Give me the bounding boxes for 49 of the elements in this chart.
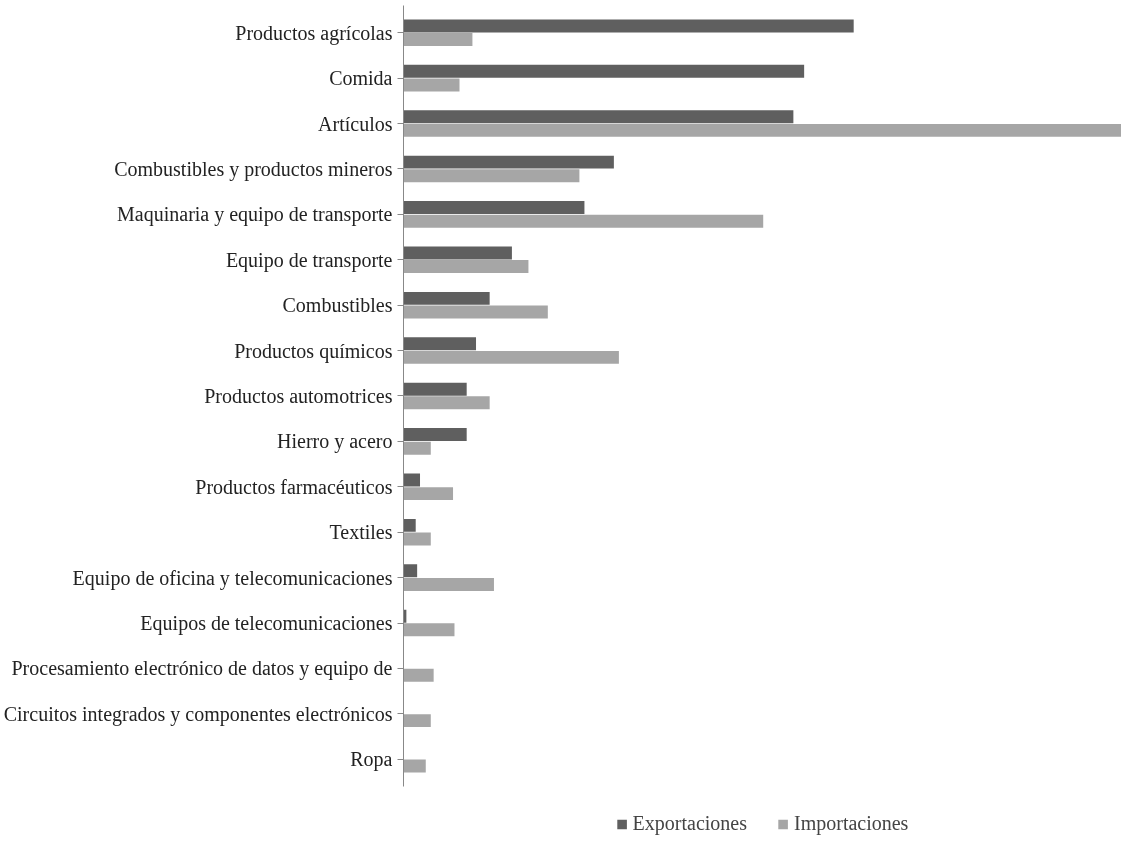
bar	[403, 337, 477, 351]
y-tick-label: Productos químicos	[234, 339, 393, 363]
bar	[403, 33, 473, 47]
bar	[403, 623, 455, 637]
bar	[403, 473, 421, 487]
bar	[403, 532, 431, 546]
bar	[403, 759, 426, 773]
bar	[403, 155, 614, 169]
y-tick-label: Circuitos integrados y componentes electrónicos	[3, 702, 393, 726]
bar	[403, 260, 529, 274]
y-tick-label: Combustibles y productos mineros	[114, 157, 393, 181]
y-tick-label: Productos farmacéuticos	[195, 475, 393, 498]
bar	[403, 396, 490, 410]
y-tick-label: Productos automotrices	[204, 384, 393, 407]
bar	[403, 246, 512, 260]
bar	[403, 214, 764, 228]
y-tick-label: Productos agrícolas	[235, 21, 393, 45]
bar	[403, 668, 434, 682]
bar	[403, 123, 1121, 137]
y-tick-label: Artículos	[318, 112, 393, 135]
y-tick-label: Procesamiento electrónico de datos y equipo de	[11, 657, 393, 681]
y-tick-label: Combustibles	[282, 294, 393, 317]
bar	[403, 487, 454, 501]
y-tick-label: Textiles	[329, 521, 393, 544]
bar	[403, 350, 619, 364]
bar	[403, 110, 794, 124]
bar	[403, 428, 467, 442]
y-tick-label: Equipo de oficina y telecomunicaciones	[72, 566, 393, 590]
bar	[403, 64, 805, 78]
bar	[403, 441, 431, 455]
y-tick-label: Equipos de telecomunicaciones	[140, 612, 393, 636]
bar	[403, 19, 854, 33]
y-tick-label: Equipo de transporte	[225, 248, 393, 272]
bar	[403, 382, 467, 396]
y-tick-label: Ropa	[350, 748, 393, 772]
bar	[403, 169, 580, 183]
y-tick-label: Maquinaria y equipo de transporte	[117, 203, 393, 227]
bar	[403, 291, 490, 305]
bar	[403, 201, 585, 215]
bar	[403, 518, 416, 532]
y-tick-label: Hierro y acero	[277, 430, 393, 454]
bar	[403, 577, 494, 591]
bar	[403, 78, 460, 92]
bar	[403, 564, 418, 578]
y-tick-label: Comida	[329, 67, 393, 90]
legend-label: Exportaciones	[632, 812, 747, 835]
bar	[403, 714, 431, 728]
legend-label: Importaciones	[794, 812, 909, 835]
bar	[403, 305, 548, 319]
